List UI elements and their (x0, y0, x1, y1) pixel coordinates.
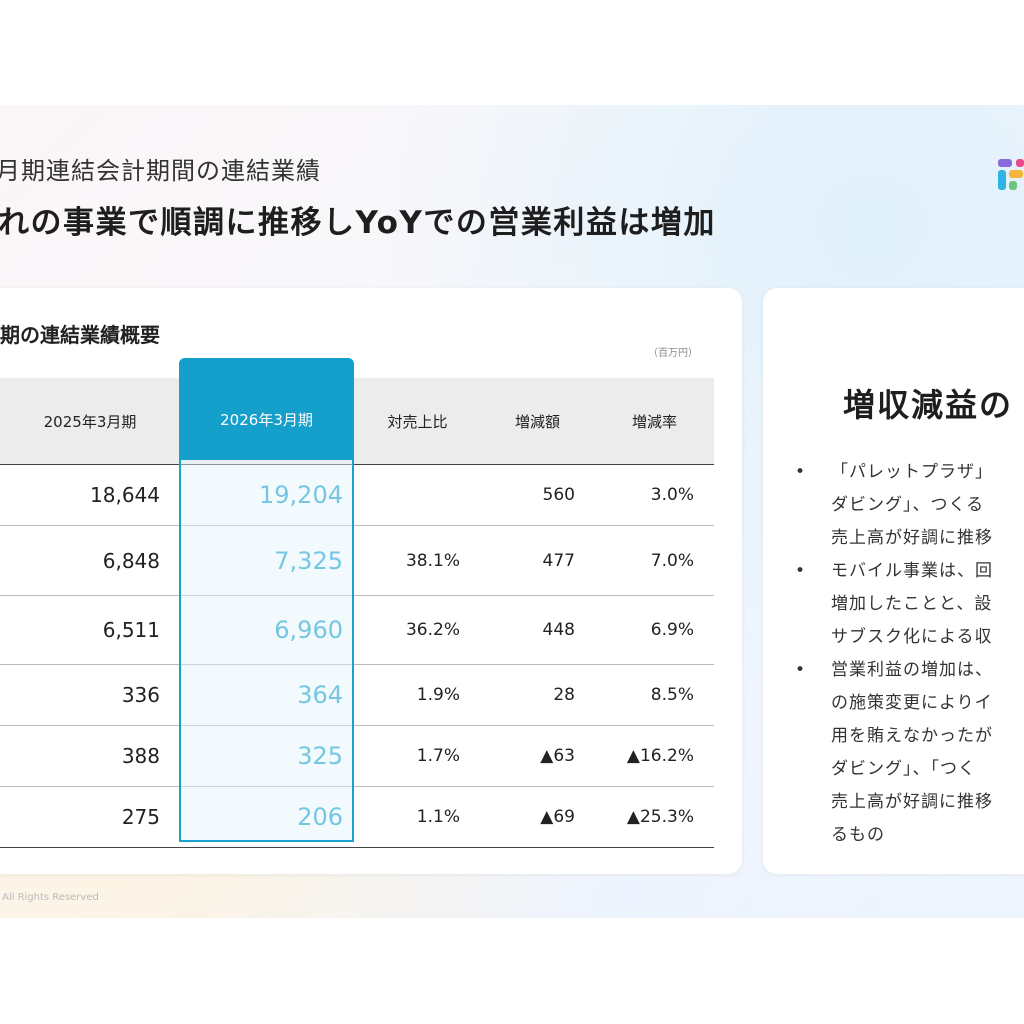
bullet-dot-icon: • (795, 660, 807, 680)
bullet-dot-icon: • (795, 561, 807, 581)
table-cell-highlight: 6,960 (180, 595, 355, 665)
results-table: 2025年3月期 対売上比 増減額 増減率 18,644 19,204 560 … (0, 378, 714, 848)
table-cell (355, 464, 480, 526)
company-logo-icon (998, 159, 1024, 190)
table-cell: 477 (480, 525, 595, 596)
table-cell: ▲69 (480, 786, 595, 848)
header-cell-change-amount: 増減額 (480, 378, 595, 465)
table-cell: ▲63 (480, 725, 595, 787)
table-cell: 7.0% (595, 525, 714, 596)
table-cell: 336 (0, 664, 180, 726)
summary-bullet-list: • 「パレットプラザ」 ダビング」、つくる 売上高が好調に推移 • モバイル事業… (793, 456, 1024, 852)
footer-copyright: All Rights Reserved (2, 892, 99, 903)
table-cell: 6,511 (0, 595, 180, 665)
unit-label: （百万円） (648, 348, 698, 359)
bullet-line: 売上高が好調に推移 (831, 792, 993, 812)
table-cell: ▲16.2% (595, 725, 714, 787)
table-cell: 1.9% (355, 664, 480, 726)
table-panel-title: 期の連結業績概要 (0, 323, 160, 347)
table-cell: 6,848 (0, 525, 180, 596)
table-cell: ▲25.3% (595, 786, 714, 848)
list-item: • 営業利益の増加は、 の施策変更によりイ 用を賄えなかったが ダビング」、「つ… (793, 654, 1024, 852)
table-row: 6,848 7,325 38.1% 477 7.0% (0, 525, 714, 596)
slide: 月期連結会計期間の連結業績 れの事業で順調に推移しYoYでの営業利益は増加 期の… (0, 105, 1024, 918)
bullet-line: るもの (831, 825, 885, 845)
slide-subtitle: 月期連結会計期間の連結業績 (0, 157, 321, 185)
table-cell: 28 (480, 664, 595, 726)
table-cell-highlight: 364 (180, 664, 355, 726)
table-cell: 1.1% (355, 786, 480, 848)
table-cell-highlight: 19,204 (180, 464, 355, 526)
bullet-line: サブスク化による収 (831, 627, 993, 647)
table-cell: 275 (0, 786, 180, 848)
header-cell-sales-ratio: 対売上比 (355, 378, 480, 465)
summary-title: 増収減益の (843, 386, 1014, 424)
table-row: 275 206 1.1% ▲69 ▲25.3% (0, 786, 714, 848)
table-row: 336 364 1.9% 28 8.5% (0, 664, 714, 726)
bullet-dot-icon: • (795, 462, 807, 482)
bullet-line: モバイル事業は、回 (831, 561, 993, 581)
bullet-line: 営業利益の増加は、 (831, 660, 993, 680)
table-cell: 6.9% (595, 595, 714, 665)
highlight-column-header: 2026年3月期 (179, 358, 354, 460)
list-item: • 「パレットプラザ」 ダビング」、つくる 売上高が好調に推移 (793, 456, 1024, 555)
summary-panel: 増収減益の • 「パレットプラザ」 ダビング」、つくる 売上高が好調に推移 • … (763, 288, 1024, 874)
table-cell: 8.5% (595, 664, 714, 726)
header-cell-change-rate: 増減率 (595, 378, 714, 465)
table-cell: 38.1% (355, 525, 480, 596)
bullet-line: 売上高が好調に推移 (831, 528, 993, 548)
results-table-panel: 期の連結業績概要 （百万円） 2025年3月期 対売上比 増減額 増減率 (0, 288, 742, 874)
table-cell: 560 (480, 464, 595, 526)
table-cell: 388 (0, 725, 180, 787)
slide-headline: れの事業で順調に推移しYoYでの営業利益は増加 (0, 205, 716, 241)
table-cell: 448 (480, 595, 595, 665)
table-cell-highlight: 206 (180, 786, 355, 848)
table-row: 6,511 6,960 36.2% 448 6.9% (0, 595, 714, 665)
bullet-line: 増加したことと、設 (831, 594, 993, 614)
bullet-line: 「パレットプラザ」 (831, 462, 993, 482)
table-cell: 1.7% (355, 725, 480, 787)
table-cell-highlight: 7,325 (180, 525, 355, 596)
list-item: • モバイル事業は、回 増加したことと、設 サブスク化による収 (793, 555, 1024, 654)
header-cell-fy2025: 2025年3月期 (0, 378, 180, 465)
table-cell: 3.0% (595, 464, 714, 526)
table-row: 18,644 19,204 560 3.0% (0, 464, 714, 526)
table-row: 388 325 1.7% ▲63 ▲16.2% (0, 725, 714, 787)
table-cell-highlight: 325 (180, 725, 355, 787)
table-cell: 36.2% (355, 595, 480, 665)
bullet-line: ダビング」、つくる (831, 495, 985, 515)
bullet-line: 用を賄えなかったが (831, 726, 993, 746)
table-header-row: 2025年3月期 対売上比 増減額 増減率 (0, 378, 714, 465)
bullet-line: ダビング」、「つく (831, 759, 976, 779)
bullet-line: の施策変更によりイ (831, 693, 993, 713)
table-cell: 18,644 (0, 464, 180, 526)
